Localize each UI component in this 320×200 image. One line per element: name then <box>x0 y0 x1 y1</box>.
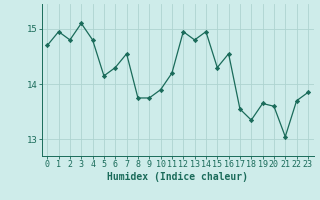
X-axis label: Humidex (Indice chaleur): Humidex (Indice chaleur) <box>107 172 248 182</box>
